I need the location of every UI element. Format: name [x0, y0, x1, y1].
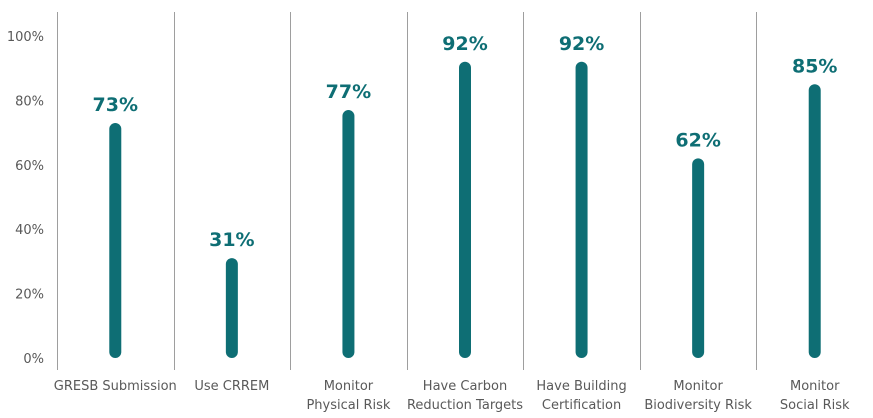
x-tick-label: Monitor: [324, 379, 374, 394]
x-tick-label: Monitor: [790, 379, 840, 394]
y-tick-label: 60%: [15, 159, 44, 174]
x-tick-label: Certification: [542, 398, 621, 413]
x-tick-label: Reduction Targets: [407, 398, 523, 413]
bar: [692, 158, 705, 358]
y-tick-label: 100%: [7, 30, 44, 45]
x-tick-label: Have Carbon: [423, 379, 507, 394]
bar: [459, 61, 471, 358]
x-tick-label: GRESB Submission: [54, 379, 177, 394]
y-axis: 0% 20% 40% 60% 80% 100%: [7, 30, 44, 367]
data-labels: 73% 31% 77% 92% 92% 62% 85%: [93, 33, 838, 251]
bar: [808, 84, 821, 359]
x-tick-label: Monitor: [673, 379, 723, 394]
x-tick-label: Biodiversity Risk: [644, 398, 752, 413]
x-tick-label: Social Risk: [780, 398, 850, 413]
x-tick-label: Use CRREM: [194, 379, 269, 394]
data-label: 85%: [792, 55, 837, 77]
y-tick-label: 20%: [15, 288, 44, 303]
data-label: 92%: [559, 33, 604, 55]
data-label: 73%: [93, 94, 138, 116]
bar: [342, 110, 355, 358]
category-separators: [57, 12, 757, 370]
x-tick-label: Have Building: [536, 379, 626, 394]
bar: [575, 61, 588, 358]
bar: [225, 258, 238, 358]
data-label: 92%: [442, 33, 487, 55]
y-tick-label: 40%: [15, 223, 44, 238]
bars: [109, 61, 821, 359]
x-axis: GRESB Submission Use CRREM Monitor Physical…: [54, 379, 850, 413]
x-tick-label: Physical Risk: [306, 398, 390, 413]
data-label: 31%: [209, 229, 254, 251]
y-tick-label: 0%: [23, 352, 44, 367]
data-label: 77%: [326, 81, 371, 103]
data-label: 62%: [675, 129, 720, 151]
bar: [109, 122, 122, 358]
y-tick-label: 80%: [15, 94, 44, 109]
